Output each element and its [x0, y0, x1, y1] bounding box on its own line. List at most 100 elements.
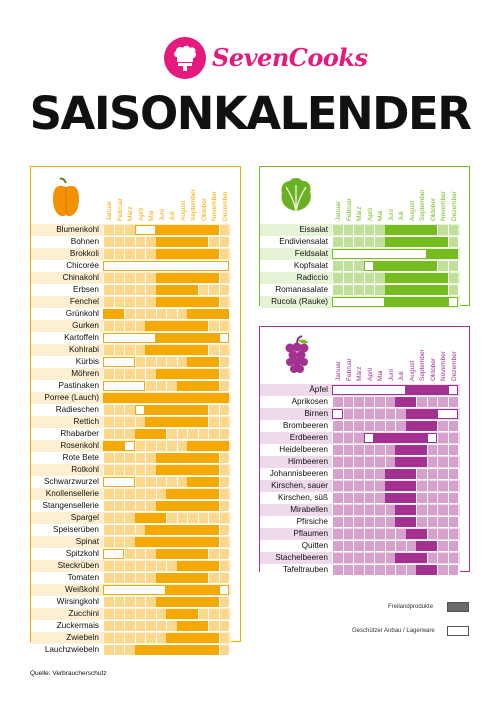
season-empty [384, 517, 395, 527]
calendar-row: Erbsen [31, 284, 231, 296]
season-empty [447, 273, 458, 283]
season-freiland [134, 513, 145, 523]
season-empty [124, 513, 135, 523]
calendar-row: Spitzkohl [31, 548, 231, 560]
season-empty [363, 237, 374, 247]
season-empty [353, 285, 364, 295]
month-cells [332, 505, 458, 515]
season-empty [332, 565, 343, 575]
season-freiland [187, 573, 198, 583]
season-freiland [208, 453, 219, 463]
season-empty [155, 309, 166, 319]
month-label: März [356, 206, 363, 221]
produce-name: Gurken [72, 321, 99, 330]
season-freiland [197, 321, 208, 331]
month-cells [332, 297, 458, 307]
season-empty [124, 309, 135, 319]
season-freiland [437, 249, 448, 259]
season-empty [176, 441, 187, 451]
season-empty [416, 517, 427, 527]
month-cells [103, 585, 229, 595]
season-freiland [197, 549, 208, 559]
season-freiland [166, 417, 177, 427]
season-empty [145, 597, 156, 607]
season-empty [353, 433, 364, 443]
season-empty [124, 429, 135, 439]
season-lager [166, 261, 177, 271]
season-empty [447, 517, 458, 527]
month-cells [332, 421, 458, 431]
season-freiland [208, 333, 219, 343]
season-freiland [145, 417, 156, 427]
month-cells [103, 549, 229, 559]
season-empty [363, 529, 374, 539]
season-freiland [155, 429, 166, 439]
season-empty [395, 409, 406, 419]
month-label: März [127, 206, 134, 221]
season-freiland [176, 549, 187, 559]
season-freiland [416, 445, 427, 455]
season-empty [134, 321, 145, 331]
season-freiland [208, 273, 219, 283]
season-empty [332, 541, 343, 551]
calendar-row: Kohlrabi [31, 344, 231, 356]
season-freiland [416, 541, 427, 551]
season-empty [342, 237, 353, 247]
month-cells [332, 225, 458, 235]
month-cells [103, 261, 229, 271]
season-freiland [187, 249, 198, 259]
month-label: Juni [387, 209, 395, 221]
calendar-row: Johannisbeeren [260, 468, 460, 480]
season-freiland [197, 357, 208, 367]
calendar-row: Heidelbeeren [260, 444, 460, 456]
season-empty [353, 469, 364, 479]
season-empty [342, 517, 353, 527]
season-empty [447, 285, 458, 295]
season-empty [374, 273, 385, 283]
season-empty [332, 493, 343, 503]
season-empty [218, 525, 229, 535]
produce-name: Blumenkohl [56, 225, 99, 234]
month-cells [332, 553, 458, 563]
produce-name: Knollensellerie [45, 489, 99, 498]
season-empty [218, 285, 229, 295]
season-freiland [187, 225, 198, 235]
season-empty [384, 397, 395, 407]
calendar-row: Zucchini [31, 608, 231, 620]
calendar-row: Erdbeeren [260, 432, 460, 444]
season-empty [353, 457, 364, 467]
month-label: April [366, 207, 374, 221]
season-empty [145, 501, 156, 511]
season-lager [218, 333, 229, 343]
month-label: März [356, 366, 363, 381]
produce-name: Grünkohl [65, 309, 99, 318]
season-empty [124, 345, 135, 355]
season-empty [363, 397, 374, 407]
season-empty [447, 397, 458, 407]
season-empty [342, 273, 353, 283]
season-empty [134, 609, 145, 619]
season-freiland [426, 541, 437, 551]
season-lager [447, 297, 458, 307]
season-empty [166, 513, 177, 523]
produce-name: Stangensellerie [42, 501, 99, 510]
source-note: Quelle: Verbraucherschutz [30, 670, 107, 677]
season-freiland [176, 537, 187, 547]
season-freiland [155, 369, 166, 379]
season-freiland [208, 357, 219, 367]
season-freiland [187, 633, 198, 643]
season-empty [124, 645, 135, 655]
calendar-row: Schwarzwurzel [31, 476, 231, 488]
season-empty [395, 565, 406, 575]
month-cells [103, 513, 229, 523]
month-cells [103, 357, 229, 367]
season-freiland [176, 465, 187, 475]
season-freiland [405, 505, 416, 515]
season-empty [145, 285, 156, 295]
season-freiland [197, 645, 208, 655]
season-empty [416, 505, 427, 515]
season-empty [145, 297, 156, 307]
season-freiland [187, 477, 198, 487]
season-empty [145, 633, 156, 643]
season-empty [145, 609, 156, 619]
